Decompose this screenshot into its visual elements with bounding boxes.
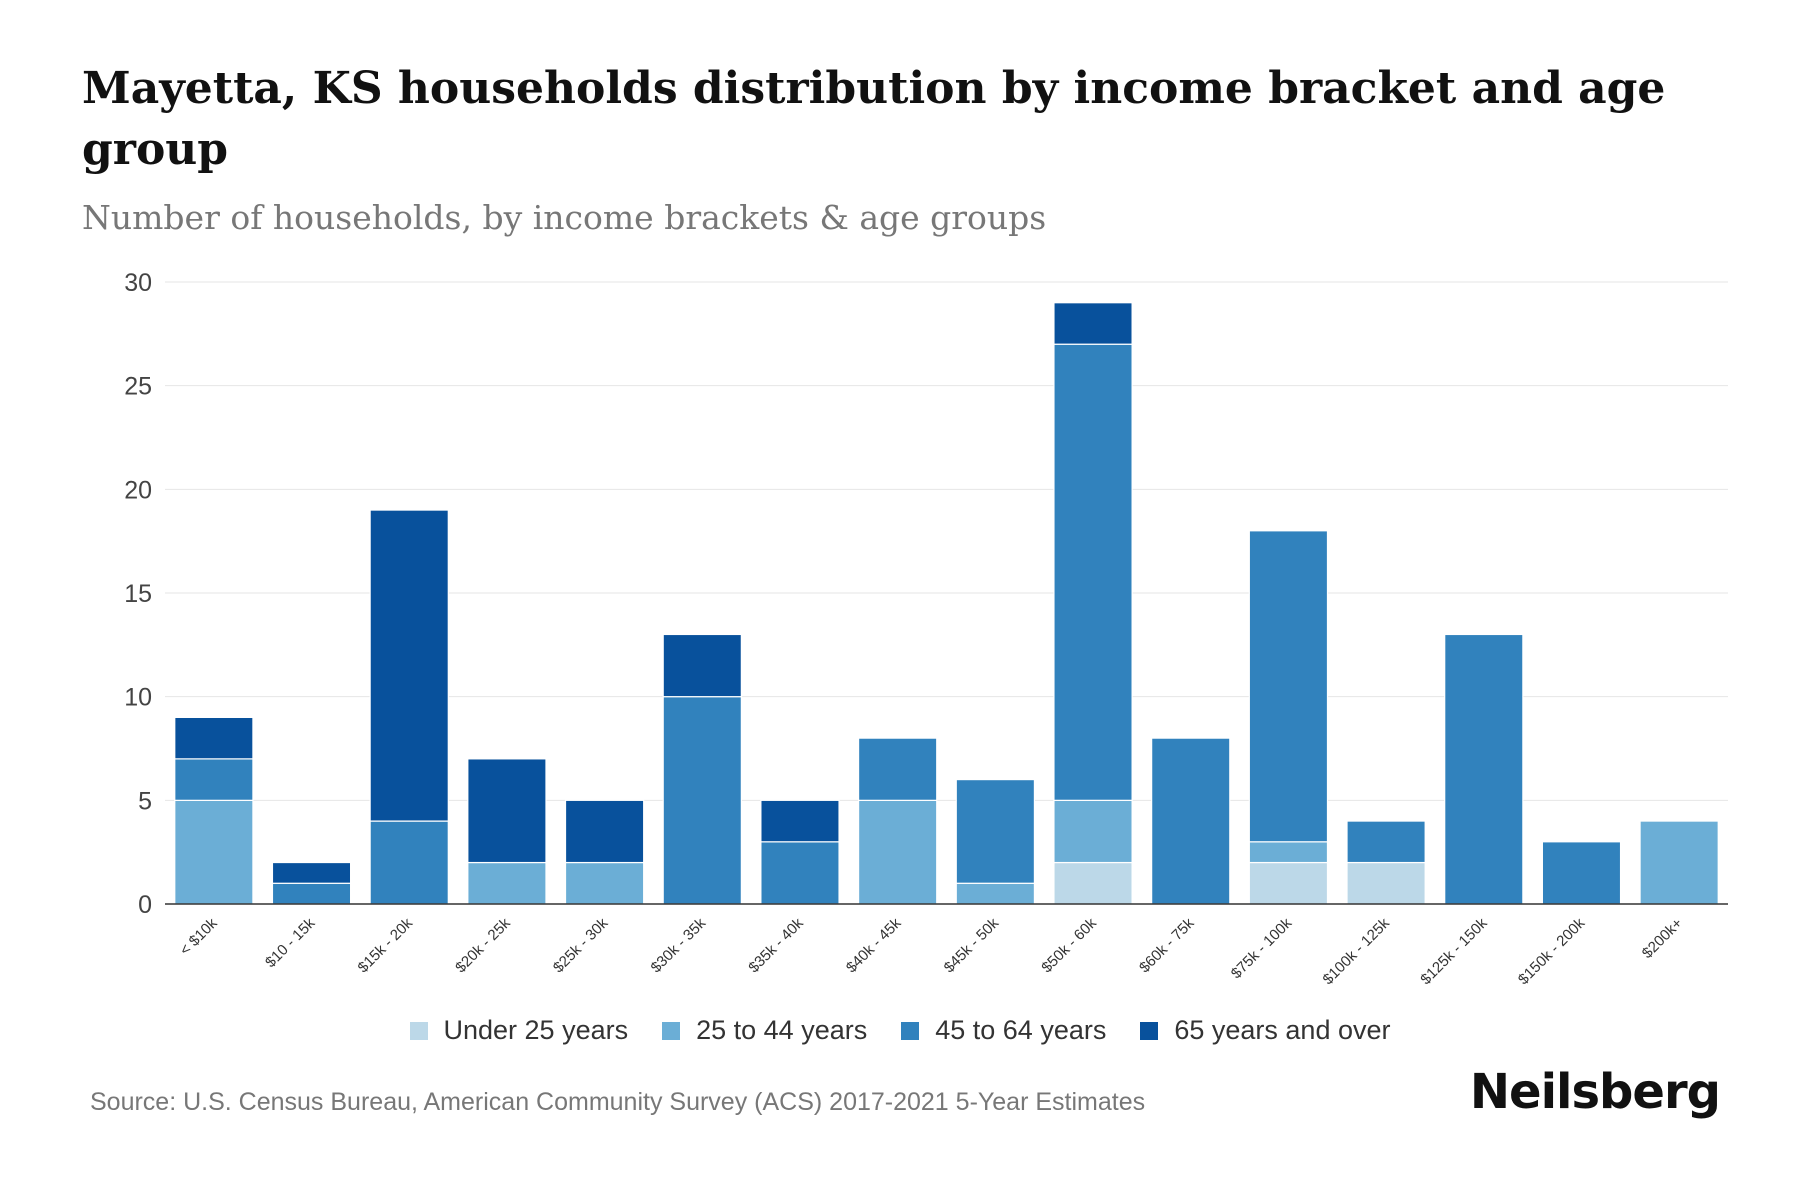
legend-item-25-44[interactable]: 25 to 44 years (662, 1015, 867, 1046)
x-tick-label: $50k - 60k (1038, 914, 1100, 976)
x-tick-label: $35k - 40k (745, 914, 807, 976)
bar-segment[interactable] (1444, 633, 1524, 905)
legend-label-45-64: 45 to 64 years (935, 1015, 1107, 1045)
x-axis-ticks: < $10k $10 - 15k $15k - 20k $20k - 25k $25k … (177, 914, 1687, 988)
x-tick-label: $75k - 100k (1228, 914, 1296, 982)
bar-segment[interactable] (1151, 737, 1231, 905)
bar-segment[interactable] (564, 861, 645, 905)
bar-segment[interactable] (174, 758, 254, 801)
bar-segment[interactable] (1053, 343, 1133, 801)
bar-segment[interactable] (760, 841, 840, 905)
x-tick-label: $200k+ (1639, 915, 1686, 962)
chart-subtitle: Number of households, by income brackets… (82, 198, 1047, 237)
bar-segment[interactable] (955, 778, 1036, 884)
x-tick-label: $20k - 25k (452, 914, 514, 976)
x-tick-label: $40k - 45k (843, 914, 905, 976)
legend-item-65-plus[interactable]: 65 years and over (1140, 1015, 1391, 1046)
y-tick-label: 30 (124, 269, 152, 297)
y-axis-ticks: 0 5 10 15 20 25 30 (124, 269, 152, 919)
bar-segment[interactable] (369, 820, 449, 905)
x-tick-label: $30k - 35k (648, 914, 710, 976)
legend-item-under-25[interactable]: Under 25 years (409, 1015, 629, 1046)
bar-segment[interactable] (174, 799, 254, 905)
legend-swatch-65-plus (1140, 1021, 1159, 1040)
legend-item-45-64[interactable]: 45 to 64 years (901, 1015, 1106, 1046)
bar-segment[interactable] (955, 882, 1036, 905)
legend-swatch-45-64 (901, 1021, 920, 1040)
bar-segment[interactable] (369, 509, 449, 822)
y-tick-label: 20 (124, 476, 152, 504)
bar-segment[interactable] (271, 861, 352, 884)
x-tick-label: $25k - 30k (550, 914, 612, 976)
bar-segment[interactable] (1248, 530, 1329, 843)
x-tick-label: $45k - 50k (941, 914, 1003, 976)
legend-label-under-25: Under 25 years (443, 1015, 629, 1045)
y-tick-label: 25 (124, 373, 152, 401)
bars (174, 302, 1719, 905)
bar-segment[interactable] (662, 633, 742, 698)
legend-label-65-plus: 65 years and over (1174, 1015, 1391, 1045)
bar-segment[interactable] (1248, 841, 1329, 864)
x-tick-label: $15k - 20k (354, 914, 416, 976)
y-tick-label: 0 (138, 891, 152, 919)
legend-swatch-25-44 (662, 1021, 681, 1040)
source-note: Source: U.S. Census Bureau, American Com… (90, 1088, 1146, 1116)
bar-segment[interactable] (1053, 861, 1133, 905)
legend-swatch-under-25 (409, 1021, 428, 1040)
bar-segment[interactable] (564, 799, 645, 864)
bar-segment[interactable] (857, 737, 938, 801)
x-tick-label: $60k - 75k (1136, 914, 1198, 976)
y-tick-label: 15 (124, 580, 152, 608)
bar-segment[interactable] (271, 882, 352, 905)
bar-segment[interactable] (857, 799, 938, 905)
bar-segment[interactable] (467, 758, 547, 864)
bar-segment[interactable] (1248, 861, 1329, 905)
x-tick-label: $10 - 15k (262, 914, 319, 971)
brand-logo: Neilsberg (1469, 1064, 1721, 1120)
bar-segment[interactable] (1541, 841, 1622, 905)
bar-segment[interactable] (1053, 302, 1133, 345)
x-tick-label: $150k - 200k (1515, 914, 1589, 988)
bar-segment[interactable] (662, 696, 742, 905)
bar-segment[interactable] (760, 799, 840, 843)
x-tick-label: < $10k (177, 914, 222, 959)
bar-segment[interactable] (1346, 861, 1426, 905)
bar-segment[interactable] (1639, 820, 1719, 905)
x-tick-label: $100k - 125k (1320, 914, 1394, 988)
y-tick-label: 10 (124, 684, 152, 712)
bar-segment[interactable] (174, 716, 254, 760)
chart-title: Mayetta, KS households distribution by i… (82, 63, 1666, 175)
stacked-bar-chart: 0 5 10 15 20 25 30 < $10k $10 - 15k $15k - 20k $2… (124, 269, 1728, 988)
legend: Under 25 years 25 to 44 years 45 to 64 y… (0, 1015, 1800, 1046)
bar-segment[interactable] (1053, 799, 1133, 864)
y-tick-label: 5 (138, 787, 152, 815)
bar-segment[interactable] (1346, 820, 1426, 864)
bar-segment[interactable] (467, 861, 547, 905)
x-tick-label: $125k - 150k (1417, 914, 1491, 988)
legend-label-25-44: 25 to 44 years (696, 1015, 868, 1045)
